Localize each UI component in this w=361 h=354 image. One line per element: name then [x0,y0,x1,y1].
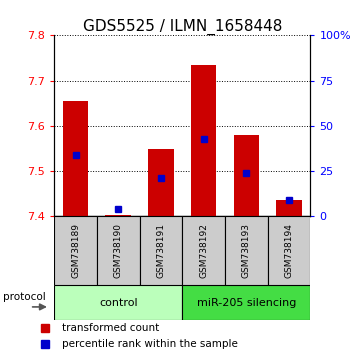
Bar [191,65,217,216]
Bar [182,216,225,285]
Title: GDS5525 / ILMN_1658448: GDS5525 / ILMN_1658448 [83,19,282,35]
Text: GSM738193: GSM738193 [242,223,251,278]
Bar [54,216,97,285]
Bar [105,215,131,216]
Text: miR-205 silencing: miR-205 silencing [197,298,296,308]
Bar [268,216,310,285]
Text: percentile rank within the sample: percentile rank within the sample [62,339,238,349]
Bar [97,216,140,285]
Text: transformed count: transformed count [62,323,160,333]
Text: GSM738192: GSM738192 [199,223,208,278]
Bar [148,149,174,216]
Bar [63,101,88,216]
Bar [234,135,259,216]
Bar [276,200,302,216]
Text: GSM738190: GSM738190 [114,223,123,278]
Bar [225,216,268,285]
Bar [182,285,310,320]
Bar [54,285,182,320]
Text: protocol: protocol [3,292,45,302]
Text: GSM738189: GSM738189 [71,223,80,278]
Bar [140,216,182,285]
Text: GSM738191: GSM738191 [156,223,165,278]
Text: control: control [99,298,138,308]
Text: GSM738194: GSM738194 [284,223,293,278]
